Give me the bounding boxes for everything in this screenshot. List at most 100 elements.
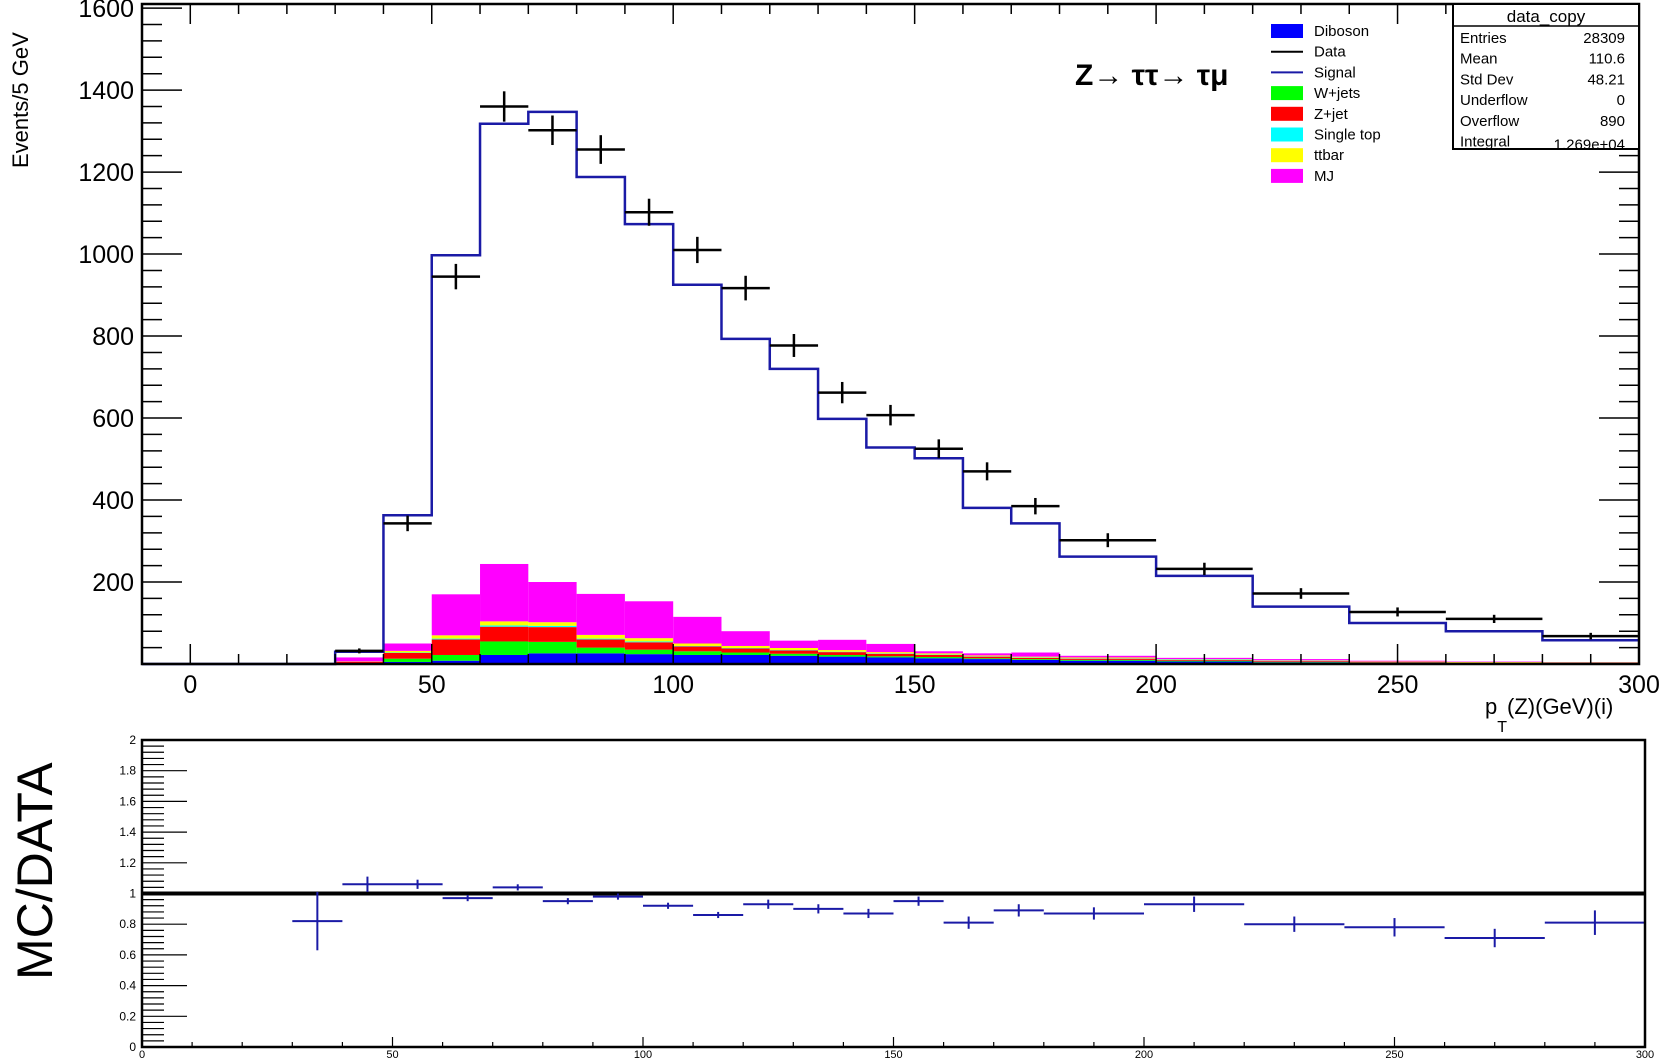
stack-bar-mj <box>1011 652 1060 657</box>
stack-bar-z-jet <box>818 652 867 655</box>
ratio-point <box>1043 907 1144 920</box>
ratio-y-tick-label: 0 <box>129 1040 136 1054</box>
ratio-point <box>542 898 593 905</box>
legend-swatch-single-top <box>1271 127 1303 142</box>
stats-label: Entries <box>1460 30 1507 47</box>
stats-box: data_copy Entries 28309 Mean 110.6 Std Dev 48… <box>1452 3 1640 154</box>
stack-bar-diboson <box>962 659 1012 664</box>
stack-bar-z-jet <box>431 639 481 655</box>
stack-bar-diboson <box>576 653 625 664</box>
data-point <box>769 334 819 357</box>
ratio-plot-area <box>142 876 1645 951</box>
stack-bar-mj <box>721 631 770 646</box>
stack-bar-z-jet <box>769 650 819 654</box>
stack-bar-w-jets <box>431 654 481 661</box>
ratio-x-tick-label: 0 <box>139 1049 145 1061</box>
stack-bar-w-jets <box>576 647 625 654</box>
stack-bar-w-jets <box>528 641 577 654</box>
ratio-point <box>342 876 393 892</box>
data-point <box>721 275 770 301</box>
histogram-axes: 0 50 100 150 200 250 300 200 400 600 800 1000 1200 14… <box>78 0 1659 699</box>
stack-bar-mj <box>914 651 963 654</box>
x-tick-label: 0 <box>183 671 197 699</box>
physics-annotation: Z→ ττ→ τμ <box>1075 59 1229 92</box>
stack-bar-diboson <box>866 657 915 664</box>
stack-bar-w-jets <box>914 657 963 659</box>
ratio-x-tick-label: 250 <box>1385 1049 1403 1061</box>
y-tick-label: 1000 <box>78 241 134 269</box>
stack-bar-ttbar <box>624 638 674 642</box>
stats-label: Overflow <box>1460 113 1519 130</box>
stack-bar-diboson <box>528 653 577 664</box>
stack-bar-mj <box>576 593 625 635</box>
ratio-point <box>993 904 1044 917</box>
data-point <box>624 198 674 226</box>
legend-label: MJ <box>1314 168 1334 185</box>
legend: Diboson Data Signal W+jets Z+jet Single top tt… <box>1271 23 1381 185</box>
ratio-axes: 0 50 100 150 200 250 300 0 0.2 0.4 0.6 0.8 1 1.2 1.4 1.… <box>119 733 1654 1061</box>
data-point <box>528 115 577 146</box>
data-point <box>1011 497 1060 515</box>
stack-bar-z-jet <box>335 661 384 664</box>
ratio-point <box>392 879 443 889</box>
ratio-panel: 0 50 100 150 200 250 300 0 0.2 0.4 0.6 0.8 1 1.2 1.4 1.… <box>7 733 1654 1061</box>
stats-label: Std Dev <box>1460 71 1514 88</box>
ratio-x-tick-label: 150 <box>884 1049 902 1061</box>
stack-bar-w-jets <box>769 653 819 656</box>
legend-entry-data: Data <box>1271 44 1346 61</box>
stack-bar-single-top <box>480 625 529 627</box>
stack-bar-ttbar <box>576 634 625 639</box>
ratio-point <box>893 896 944 906</box>
legend-entry-w-jets: W+jets <box>1271 85 1360 102</box>
stack-bar-w-jets <box>818 654 867 657</box>
stack-bar-diboson <box>769 655 819 664</box>
stats-title: data_copy <box>1507 7 1586 26</box>
ratio-point <box>793 904 844 914</box>
data-point <box>431 263 481 290</box>
data-point <box>1349 607 1446 617</box>
stats-value: 1.269e+04 <box>1554 137 1625 154</box>
data-point <box>1445 614 1543 624</box>
y-tick-label: 400 <box>92 487 134 515</box>
data-point <box>1059 533 1157 548</box>
x-axis-title: pT(Z)(GeV)(i) <box>1485 694 1613 736</box>
legend-swatch-ttbar <box>1271 148 1303 163</box>
x-axis-title-sub: T <box>1497 719 1507 736</box>
data-point <box>1252 588 1350 599</box>
ratio-point <box>1544 910 1645 935</box>
ratio-y-tick-label: 0.4 <box>119 979 136 993</box>
y-axis-title: Events/5 GeV <box>8 32 33 168</box>
ratio-x-tick-label: 300 <box>1636 1049 1654 1061</box>
legend-swatch-w-jets <box>1271 86 1303 101</box>
stack-bar-z-jet <box>480 626 529 642</box>
ratio-y-tick-label: 1.6 <box>119 794 136 808</box>
legend-label: Single top <box>1314 127 1381 144</box>
stack-bar-ttbar <box>866 652 915 654</box>
legend-label: Signal <box>1314 64 1356 81</box>
stats-label: Integral <box>1460 134 1510 151</box>
stack-bar-diboson <box>431 660 481 664</box>
ratio-x-tick-label: 200 <box>1135 1049 1153 1061</box>
data-point <box>383 515 432 532</box>
x-tick-label: 250 <box>1377 671 1419 699</box>
legend-swatch-z-jet <box>1271 106 1303 121</box>
stats-label: Underflow <box>1460 92 1528 109</box>
stack-bar-diboson <box>914 658 963 664</box>
stack-bar-w-jets <box>1011 659 1060 660</box>
y-tick-label: 200 <box>92 569 134 597</box>
stats-label: Mean <box>1460 51 1498 68</box>
data-point <box>914 439 963 459</box>
ratio-point <box>492 884 543 891</box>
ratio-y-tick-label: 1.4 <box>119 825 136 839</box>
stack-bar-mj <box>818 639 867 651</box>
stack-bar-single-top <box>431 638 481 640</box>
legend-label: ttbar <box>1314 147 1344 164</box>
data-point <box>1542 632 1639 640</box>
stack-bar-mj <box>673 616 722 644</box>
ratio-point <box>1444 928 1545 948</box>
stack-bar-z-jet <box>721 648 770 653</box>
legend-swatch-diboson <box>1271 24 1303 38</box>
stats-box-frame <box>1452 3 1640 150</box>
signal-step-line <box>142 110 1639 666</box>
ratio-y-tick-label: 1 <box>129 887 136 901</box>
